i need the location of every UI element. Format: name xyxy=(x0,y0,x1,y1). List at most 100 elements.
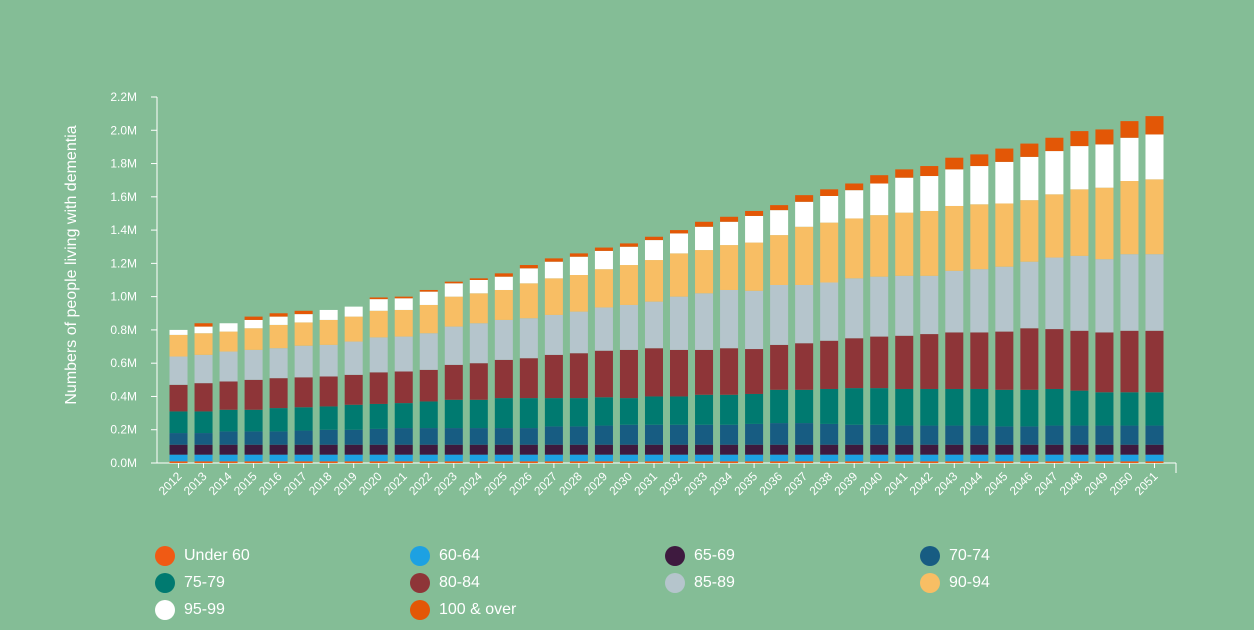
bar-segment[interactable] xyxy=(194,323,213,327)
bar-segment[interactable] xyxy=(219,454,238,462)
bar-segment[interactable] xyxy=(394,298,413,310)
bar-segment[interactable] xyxy=(494,359,513,399)
bar-segment[interactable] xyxy=(945,425,964,445)
bar-segment[interactable] xyxy=(1020,389,1039,427)
bar-segment[interactable] xyxy=(995,444,1014,455)
bar-segment[interactable] xyxy=(1020,426,1039,445)
bar-segment[interactable] xyxy=(970,269,989,333)
bar-segment[interactable] xyxy=(670,461,689,463)
bar-segment[interactable] xyxy=(169,461,188,463)
bar-segment[interactable] xyxy=(269,316,288,325)
bar-segment[interactable] xyxy=(344,341,363,375)
bar-segment[interactable] xyxy=(720,216,739,222)
bar-segment[interactable] xyxy=(1070,255,1089,331)
bar-segment[interactable] xyxy=(720,221,739,246)
bar-segment[interactable] xyxy=(845,444,864,455)
bar-segment[interactable] xyxy=(444,326,463,365)
bar-segment[interactable] xyxy=(1070,444,1089,455)
bar-segment[interactable] xyxy=(344,306,363,317)
bar-segment[interactable] xyxy=(745,349,764,394)
bar-segment[interactable] xyxy=(795,389,814,424)
bar-segment[interactable] xyxy=(294,314,313,323)
bar-segment[interactable] xyxy=(1120,444,1139,455)
bar-segment[interactable] xyxy=(745,393,764,424)
bar-segment[interactable] xyxy=(369,372,388,404)
bar-segment[interactable] xyxy=(394,461,413,463)
bar-segment[interactable] xyxy=(469,363,488,400)
legend-item[interactable]: 70-74 xyxy=(920,544,990,568)
bar-segment[interactable] xyxy=(469,280,488,294)
legend-item[interactable]: 65-69 xyxy=(665,544,735,568)
bar-segment[interactable] xyxy=(569,426,588,445)
bar-segment[interactable] xyxy=(244,379,263,410)
bar-segment[interactable] xyxy=(995,454,1014,462)
bar-segment[interactable] xyxy=(720,394,739,425)
bar-segment[interactable] xyxy=(469,323,488,364)
bar-segment[interactable] xyxy=(970,204,989,270)
bar-segment[interactable] xyxy=(970,454,989,462)
bar-segment[interactable] xyxy=(419,428,438,445)
bar-segment[interactable] xyxy=(619,398,638,425)
bar-segment[interactable] xyxy=(219,461,238,463)
bar-segment[interactable] xyxy=(720,444,739,455)
bar-segment[interactable] xyxy=(745,215,764,243)
bar-segment[interactable] xyxy=(1145,461,1164,463)
bar-segment[interactable] xyxy=(995,426,1014,445)
bar-segment[interactable] xyxy=(1120,121,1139,138)
bar-segment[interactable] xyxy=(1095,444,1114,455)
bar-segment[interactable] xyxy=(820,444,839,455)
bar-segment[interactable] xyxy=(594,461,613,463)
bar-segment[interactable] xyxy=(820,423,839,445)
bar-segment[interactable] xyxy=(795,195,814,202)
bar-segment[interactable] xyxy=(419,454,438,462)
bar-segment[interactable] xyxy=(1020,328,1039,390)
bar-segment[interactable] xyxy=(419,401,438,429)
bar-segment[interactable] xyxy=(845,424,864,445)
bar-segment[interactable] xyxy=(219,331,238,352)
bar-segment[interactable] xyxy=(845,454,864,462)
bar-segment[interactable] xyxy=(419,444,438,455)
bar-segment[interactable] xyxy=(619,424,638,445)
bar-segment[interactable] xyxy=(269,431,288,445)
bar-segment[interactable] xyxy=(745,242,764,291)
bar-segment[interactable] xyxy=(695,444,714,455)
bar-segment[interactable] xyxy=(219,444,238,455)
bar-segment[interactable] xyxy=(795,454,814,462)
bar-segment[interactable] xyxy=(920,454,939,462)
bar-segment[interactable] xyxy=(1070,131,1089,147)
bar-segment[interactable] xyxy=(369,299,388,311)
legend-item[interactable]: 60-64 xyxy=(410,544,480,568)
bar-segment[interactable] xyxy=(644,236,663,241)
bar-segment[interactable] xyxy=(1045,151,1064,195)
bar-segment[interactable] xyxy=(1145,116,1164,135)
bar-segment[interactable] xyxy=(569,444,588,455)
bar-segment[interactable] xyxy=(1145,425,1164,445)
bar-segment[interactable] xyxy=(970,166,989,205)
bar-segment[interactable] xyxy=(619,444,638,455)
bar-segment[interactable] xyxy=(619,243,638,247)
bar-segment[interactable] xyxy=(995,461,1014,463)
bar-segment[interactable] xyxy=(194,354,213,384)
bar-segment[interactable] xyxy=(394,444,413,455)
bar-segment[interactable] xyxy=(319,309,338,320)
legend-item[interactable]: Under 60 xyxy=(155,544,250,568)
bar-segment[interactable] xyxy=(369,297,388,300)
bar-segment[interactable] xyxy=(544,398,563,427)
bar-segment[interactable] xyxy=(1120,454,1139,462)
bar-segment[interactable] xyxy=(644,348,663,397)
bar-segment[interactable] xyxy=(920,275,939,335)
bar-segment[interactable] xyxy=(770,461,789,463)
bar-segment[interactable] xyxy=(870,336,889,389)
bar-segment[interactable] xyxy=(269,444,288,455)
bar-segment[interactable] xyxy=(670,349,689,397)
bar-segment[interactable] xyxy=(1020,156,1039,201)
bar-segment[interactable] xyxy=(394,403,413,429)
bar-segment[interactable] xyxy=(670,253,689,297)
bar-segment[interactable] xyxy=(1045,461,1064,463)
bar-segment[interactable] xyxy=(995,266,1014,332)
bar-segment[interactable] xyxy=(319,406,338,430)
bar-segment[interactable] xyxy=(670,230,689,234)
bar-segment[interactable] xyxy=(194,444,213,455)
bar-segment[interactable] xyxy=(519,398,538,429)
bar-segment[interactable] xyxy=(594,250,613,270)
